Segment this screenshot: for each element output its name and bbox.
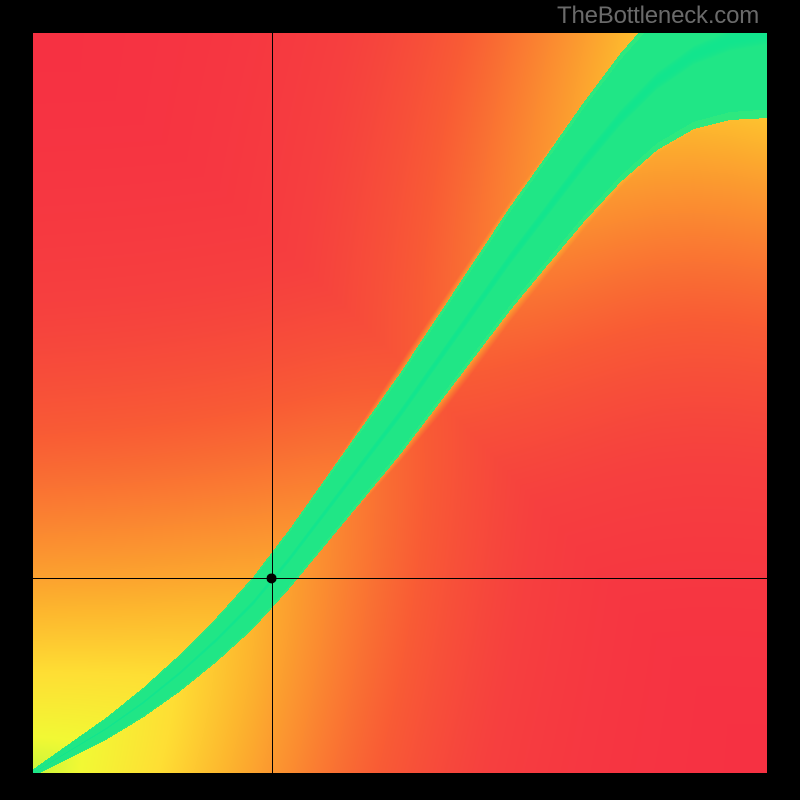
- bottleneck-heatmap: [33, 33, 767, 773]
- chart-container: TheBottleneck.com: [0, 0, 800, 800]
- watermark-label: TheBottleneck.com: [557, 2, 759, 30]
